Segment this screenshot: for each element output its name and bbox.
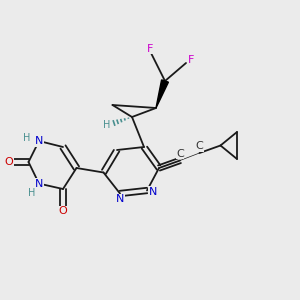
Text: N: N xyxy=(116,194,124,205)
Text: N: N xyxy=(149,187,157,197)
Text: H: H xyxy=(103,119,110,130)
Text: F: F xyxy=(188,55,195,65)
Text: C: C xyxy=(196,141,203,152)
Text: H: H xyxy=(23,133,31,143)
Text: N: N xyxy=(35,136,43,146)
Text: N: N xyxy=(35,178,43,189)
Text: F: F xyxy=(147,44,153,54)
Text: C: C xyxy=(176,149,184,159)
Text: O: O xyxy=(4,157,14,167)
Text: O: O xyxy=(58,206,68,217)
Polygon shape xyxy=(156,80,168,108)
Text: H: H xyxy=(28,188,35,198)
